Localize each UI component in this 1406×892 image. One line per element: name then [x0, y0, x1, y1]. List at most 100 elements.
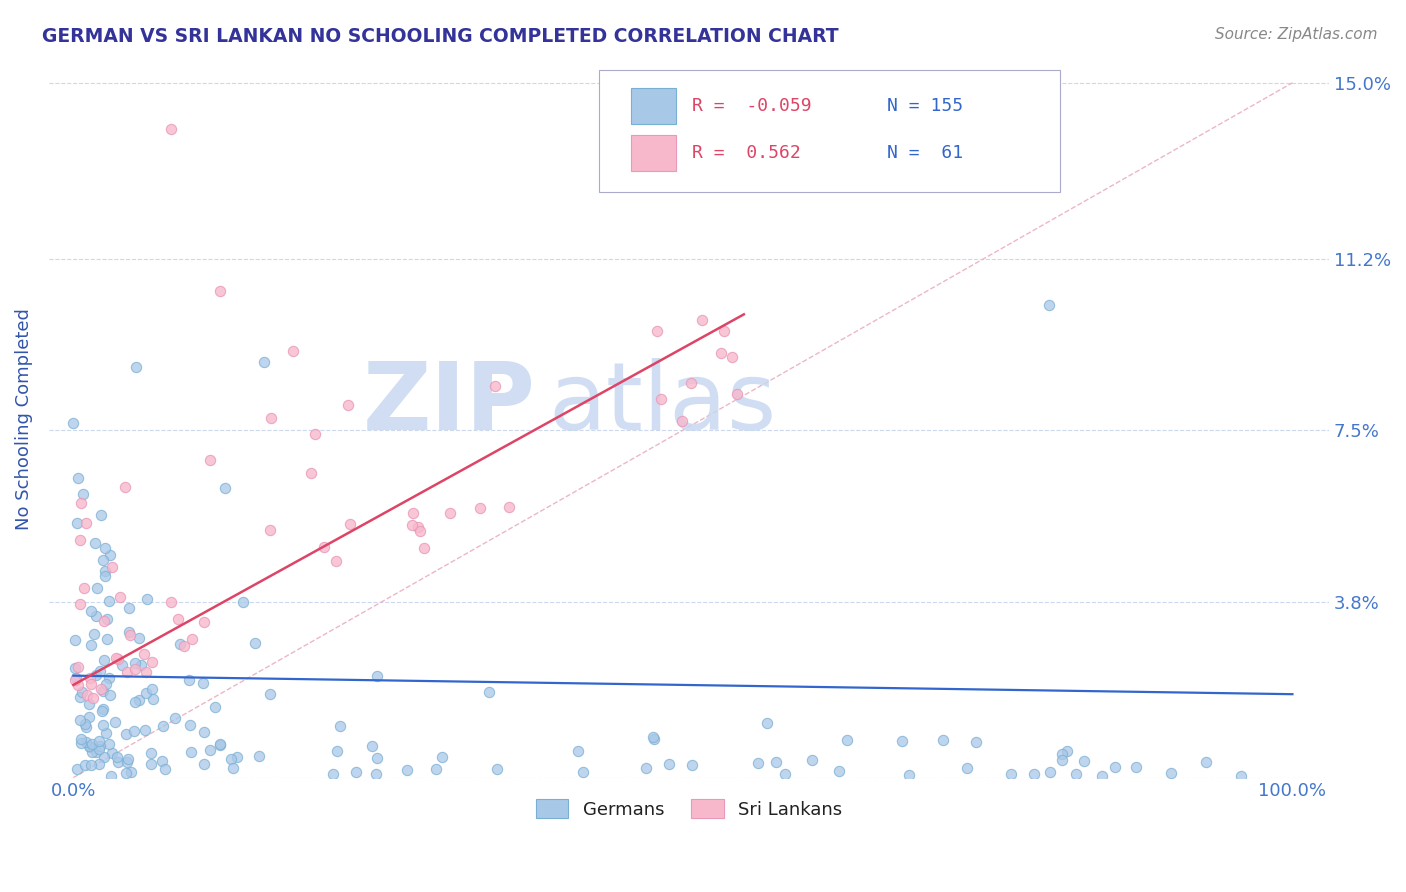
Point	[128, 692, 150, 706]
Point	[93, 614, 115, 628]
Point	[114, 765, 136, 780]
Point	[141, 656, 163, 670]
Point	[98, 594, 121, 608]
Point	[897, 768, 920, 782]
Point	[83, 627, 105, 641]
Point	[152, 719, 174, 733]
Point	[765, 755, 787, 769]
Point	[690, 313, 713, 327]
Point	[439, 506, 461, 520]
Point	[193, 615, 215, 629]
Point	[98, 548, 121, 562]
Legend: Germans, Sri Lankans: Germans, Sri Lankans	[529, 792, 849, 826]
Point	[70, 685, 93, 699]
Point	[193, 757, 215, 772]
Point	[721, 351, 744, 365]
Point	[107, 652, 129, 666]
Point	[75, 516, 97, 530]
Bar	[631, 135, 676, 171]
Point	[94, 677, 117, 691]
Point	[177, 673, 200, 687]
Point	[478, 685, 501, 699]
Point	[69, 496, 91, 510]
Point	[91, 552, 114, 566]
Point	[93, 718, 115, 732]
Point	[135, 665, 157, 680]
Point	[1125, 760, 1147, 774]
Point	[77, 739, 100, 753]
Point	[150, 755, 173, 769]
Point	[76, 689, 98, 703]
Point	[80, 638, 103, 652]
Point	[141, 682, 163, 697]
Point	[214, 481, 236, 495]
Point	[412, 541, 434, 555]
Point	[704, 148, 727, 162]
Point	[1024, 767, 1046, 781]
Point	[67, 677, 90, 691]
Point	[107, 755, 129, 769]
Point	[69, 597, 91, 611]
Point	[259, 523, 281, 537]
FancyBboxPatch shape	[599, 70, 1060, 193]
Point	[681, 758, 703, 772]
Point	[173, 639, 195, 653]
Point	[160, 595, 183, 609]
Point	[94, 541, 117, 555]
Point	[139, 756, 162, 771]
Point	[69, 690, 91, 705]
Point	[1194, 756, 1216, 770]
Point	[63, 661, 86, 675]
Point	[100, 769, 122, 783]
Point	[114, 479, 136, 493]
Point	[128, 631, 150, 645]
Text: R =  0.562: R = 0.562	[692, 144, 800, 162]
Point	[108, 590, 131, 604]
Point	[105, 750, 128, 764]
Point	[401, 517, 423, 532]
Point	[221, 751, 243, 765]
Point	[77, 697, 100, 711]
Point	[98, 688, 121, 702]
Point	[125, 360, 148, 375]
Point	[498, 500, 520, 514]
Point	[339, 517, 361, 532]
Point	[118, 625, 141, 640]
Point	[408, 524, 430, 538]
Point	[75, 735, 97, 749]
Y-axis label: No Schooling Completed: No Schooling Completed	[15, 308, 32, 530]
Point	[725, 387, 748, 401]
Point	[232, 595, 254, 609]
Text: GERMAN VS SRI LANKAN NO SCHOOLING COMPLETED CORRELATION CHART: GERMAN VS SRI LANKAN NO SCHOOLING COMPLE…	[42, 27, 839, 45]
Point	[77, 710, 100, 724]
Point	[93, 565, 115, 579]
Point	[105, 651, 128, 665]
Point	[124, 696, 146, 710]
Point	[118, 601, 141, 615]
Point	[84, 608, 107, 623]
Point	[222, 761, 245, 775]
Point	[249, 749, 271, 764]
Point	[1160, 765, 1182, 780]
Point	[89, 742, 111, 756]
Point	[98, 737, 121, 751]
Point	[1050, 747, 1073, 761]
Point	[70, 731, 93, 746]
Point	[1091, 769, 1114, 783]
Point	[134, 723, 156, 738]
Point	[252, 354, 274, 368]
Text: R =  -0.059: R = -0.059	[692, 97, 811, 115]
Point	[75, 719, 97, 733]
Point	[63, 673, 86, 688]
Point	[304, 427, 326, 442]
Point	[114, 727, 136, 741]
Point	[643, 732, 665, 747]
Point	[117, 752, 139, 766]
Point	[406, 520, 429, 534]
Point	[337, 398, 360, 412]
Point	[208, 739, 231, 753]
Point	[801, 753, 824, 767]
Point	[82, 690, 104, 705]
Point	[956, 761, 979, 775]
Text: N =  61: N = 61	[887, 144, 963, 162]
